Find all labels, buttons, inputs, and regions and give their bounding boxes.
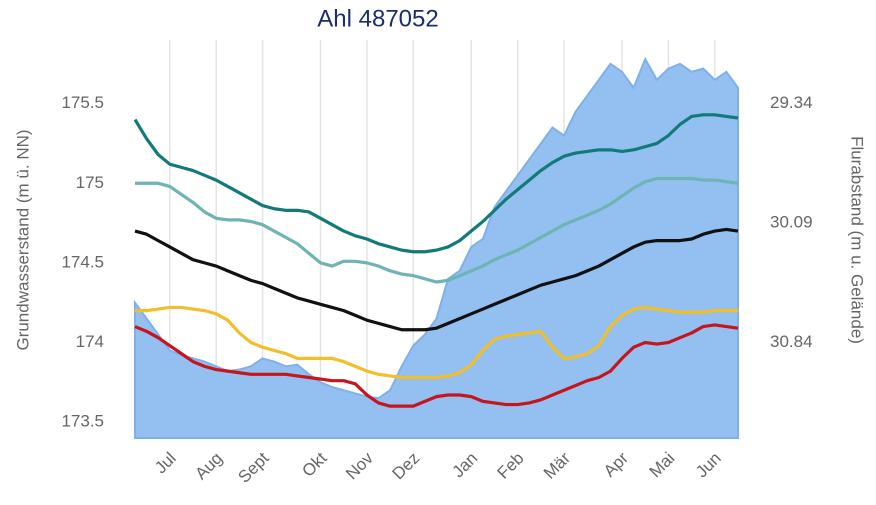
line — [134, 323, 739, 408]
x-tick-label: Jan — [448, 449, 481, 482]
x-tick-label: Mai — [646, 449, 679, 482]
y2-tick-label: 29.34 — [770, 93, 813, 112]
line — [135, 176, 739, 284]
line — [134, 227, 739, 332]
x-tick-label: Jul — [151, 449, 180, 478]
x-tick-label: Nov — [342, 448, 377, 483]
y-tick-label: 173.5 — [61, 412, 104, 431]
x-tick-label: Apr — [600, 448, 632, 480]
y-tick-label: 174.5 — [61, 252, 104, 271]
y2-tick-label: 30.84 — [770, 332, 813, 351]
x-tick-label: Aug — [191, 449, 226, 484]
x-tick-label: Feb — [494, 449, 528, 483]
y-tick-label: 175.5 — [61, 93, 104, 112]
x-tick-label: Mär — [540, 448, 574, 482]
y2-axis-label: Flurabstand (m u. Gelände) — [848, 136, 867, 344]
y-tick-label: 174 — [76, 332, 104, 351]
x-tick-label: Jun — [692, 449, 725, 482]
y-axis-label: Grundwasserstand (m ü. NN) — [13, 129, 32, 350]
x-tick-label: Dez — [388, 449, 423, 484]
line — [135, 305, 738, 380]
x-tick-label: Okt — [298, 448, 330, 480]
line — [133, 113, 739, 254]
y-tick-label: 175 — [76, 173, 104, 192]
y2-tick-label: 30.09 — [770, 213, 813, 232]
chart-title: Ahl 487052 — [317, 5, 438, 32]
area — [134, 56, 739, 439]
x-tick-label: Sept — [234, 448, 272, 486]
